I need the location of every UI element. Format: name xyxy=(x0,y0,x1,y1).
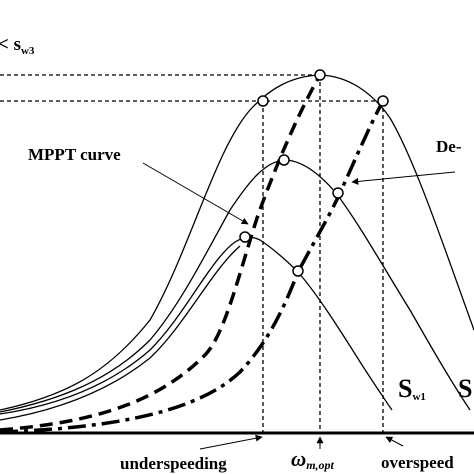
point-high-right xyxy=(377,95,389,107)
point-high-left xyxy=(257,95,269,107)
label-omega-opt: ωm,opt xyxy=(291,447,335,472)
overspeed-arrow xyxy=(385,436,404,447)
power-curve-high xyxy=(0,74,474,411)
point-peak-mid xyxy=(278,154,290,166)
deloading-arrow xyxy=(351,171,456,185)
label-top-left-main: < s xyxy=(0,34,21,55)
point-mid-right xyxy=(332,187,344,199)
point-peak-high xyxy=(314,69,326,81)
label-overspeed: overspeed xyxy=(381,453,454,472)
underspeed-arrow xyxy=(199,434,263,450)
point-low-right xyxy=(292,265,304,277)
label-sw1-main: S xyxy=(398,374,412,403)
label-omega-sub: m,opt xyxy=(306,458,334,472)
label-right-edge: S xyxy=(458,374,472,403)
label-mppt-curve: MPPT curve xyxy=(28,145,121,164)
label-sw1-sub: w1 xyxy=(412,391,425,403)
label-omega-main: ω xyxy=(291,447,306,471)
label-sw1: Sw1 xyxy=(398,374,426,403)
power-curve-low xyxy=(0,236,393,415)
deloading-curve xyxy=(0,100,385,434)
mppt-curve xyxy=(0,74,322,432)
label-top-left-sub: w3 xyxy=(21,45,35,57)
label-deloading: De- xyxy=(436,137,462,156)
label-underspeeding: underspeeding xyxy=(120,454,227,473)
label-top-left: < sw3 xyxy=(0,34,35,57)
mppt-arrow xyxy=(142,162,249,225)
power-curve-extra xyxy=(0,245,241,421)
point-peak-low xyxy=(239,231,251,243)
